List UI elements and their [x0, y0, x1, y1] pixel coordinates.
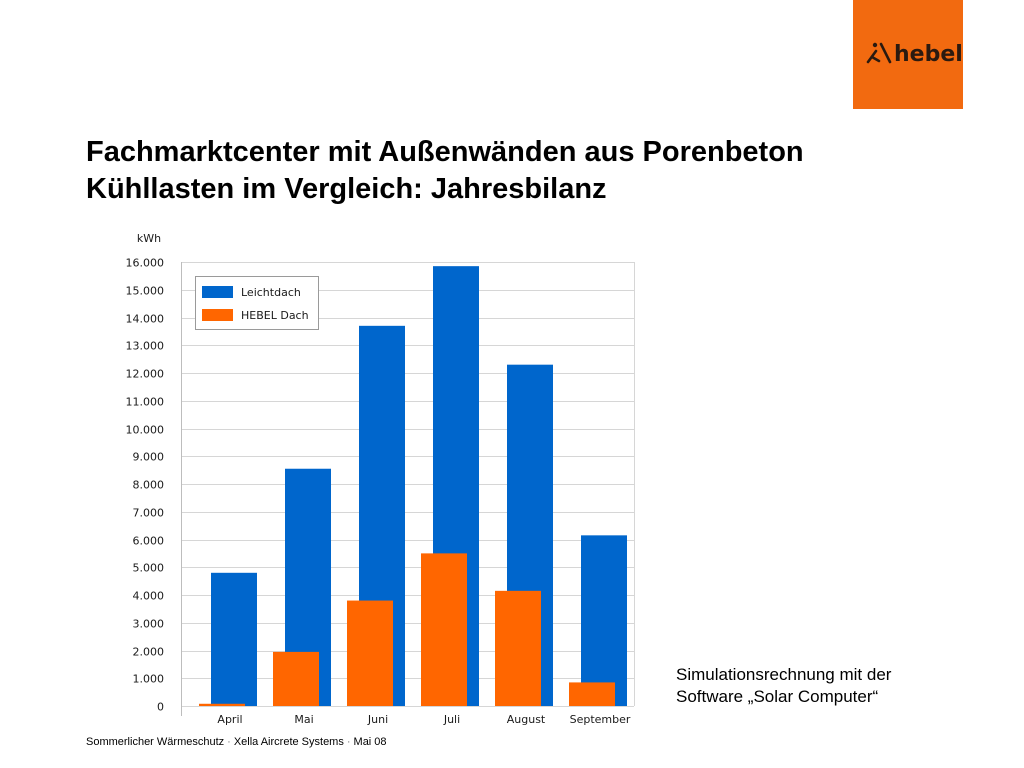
bar-hebel-dach	[347, 600, 393, 706]
note-line-2: Software „Solar Computer“	[676, 687, 879, 706]
hebel-mark-icon	[866, 42, 892, 64]
x-tick-label: Juni	[367, 713, 388, 726]
x-tick-label: Mai	[294, 713, 313, 726]
title-line-2: Kühllasten im Vergleich: Jahresbilanz	[86, 173, 607, 205]
x-tick-label: Juli	[443, 713, 460, 726]
y-tick-label: 3.000	[133, 618, 165, 631]
footer-separator: ·	[227, 736, 231, 748]
chart-bars	[199, 266, 627, 706]
footer: Sommerlicher Wärmeschutz · Xella Aircrete …	[86, 736, 387, 748]
chart-legend: Leichtdach HEBEL Dach	[195, 276, 319, 330]
hebel-logo-graphic: hebel	[866, 42, 963, 67]
y-tick-label: 13.000	[126, 340, 165, 353]
chart-axes: 0 1.000 2.000 3.000 4.000 5.000 6.000 7.000 8.00…	[126, 232, 635, 726]
y-tick-label: 12.000	[126, 368, 165, 381]
legend-label: Leichtdach	[241, 286, 301, 299]
simulation-note: Simulationsrechnung mit der Software „So…	[676, 664, 891, 708]
y-tick-label: 11.000	[126, 396, 165, 409]
y-tick-label: 6.000	[133, 535, 165, 548]
y-tick-label: 15.000	[126, 285, 165, 298]
hebel-logo-text: hebel	[894, 42, 963, 67]
y-tick-label: 0	[157, 701, 164, 714]
y-tick-label: 8.000	[133, 479, 165, 492]
bar-hebel-dach	[495, 590, 541, 706]
y-tick-label: 14.000	[126, 313, 165, 326]
x-tick-label: August	[507, 713, 546, 726]
x-tick-label: April	[217, 713, 242, 726]
bar-leichtdach	[581, 535, 627, 706]
footer-company: Xella Aircrete Systems	[233, 736, 344, 748]
bar-hebel-dach	[199, 703, 245, 706]
y-tick-label: 1.000	[133, 673, 165, 686]
bar-hebel-dach	[273, 651, 319, 706]
y-tick-label: 5.000	[133, 562, 165, 575]
x-tick-label: September	[570, 713, 631, 726]
page-title: Fachmarktcenter mit Außenwänden aus Pore…	[86, 134, 804, 208]
legend-swatch	[202, 309, 233, 321]
footer-date: Mai 08	[353, 736, 387, 748]
hebel-logo: hebel	[853, 0, 963, 109]
y-axis-unit-label: kWh	[137, 232, 161, 245]
legend-swatch	[202, 286, 233, 298]
bar-leichtdach	[211, 572, 257, 706]
note-line-1: Simulationsrechnung mit der	[676, 665, 892, 684]
y-tick-label: 4.000	[133, 590, 165, 603]
title-line-1: Fachmarktcenter mit Außenwänden aus Pore…	[86, 136, 804, 168]
y-tick-label: 2.000	[133, 646, 165, 659]
footer-topic: Sommerlicher Wärmeschutz	[86, 736, 225, 748]
legend-label: HEBEL Dach	[241, 309, 309, 322]
bar-hebel-dach	[569, 682, 615, 706]
y-tick-label: 9.000	[133, 451, 165, 464]
chart-grid	[181, 262, 634, 707]
bar-hebel-dach	[421, 553, 467, 706]
y-tick-label: 10.000	[126, 424, 165, 437]
y-tick-label: 16.000	[126, 257, 165, 270]
y-tick-label: 7.000	[133, 507, 165, 520]
footer-separator: ·	[346, 736, 351, 748]
